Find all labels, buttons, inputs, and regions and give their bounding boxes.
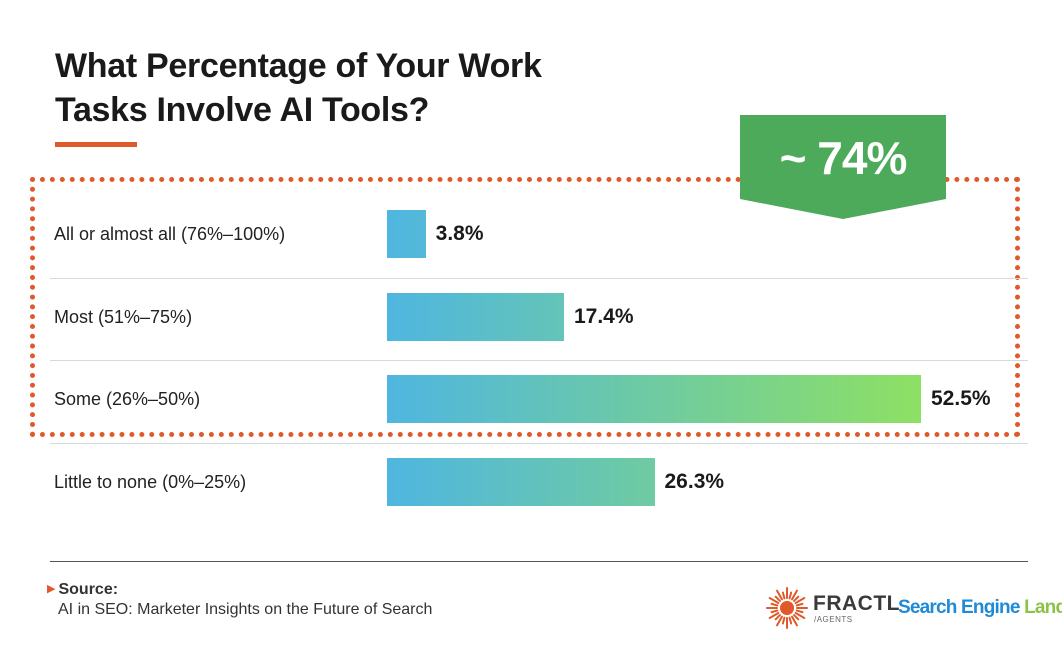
- callout-badge: ~ 74%: [740, 115, 946, 219]
- fractl-ray: [793, 595, 800, 602]
- bar-value-label: 26.3%: [664, 469, 725, 493]
- chart-title-line-2: Tasks Involve AI Tools?: [55, 91, 430, 129]
- source-triangle-icon: ▶: [47, 583, 56, 595]
- callout-value: ~ 74%: [779, 132, 908, 184]
- fractl-ray: [791, 615, 798, 627]
- fractl-ray: [794, 612, 806, 619]
- bar: [387, 457, 655, 506]
- source-text: AI in SEO: Marketer Insights on the Futu…: [58, 601, 433, 618]
- fractl-ray: [768, 612, 780, 619]
- fractl-logo-subtext: /AGENTS: [814, 615, 853, 624]
- bar-value-label: 3.8%: [435, 222, 484, 246]
- fractl-ray: [793, 614, 800, 621]
- fractl-ray: [776, 589, 783, 601]
- fractl-ray: [770, 602, 779, 607]
- sel-logo-part-1: Search Engine: [898, 597, 1020, 618]
- category-label: Some (26%–50%): [54, 389, 201, 410]
- fractl-logo-text: FRACTL: [813, 592, 900, 615]
- fractl-ray: [781, 591, 786, 600]
- bar: [387, 210, 426, 259]
- fractl-ray: [774, 614, 781, 621]
- category-label: Little to none (0%–25%): [54, 471, 247, 492]
- fractl-ray: [791, 589, 798, 601]
- fractl-logo: FRACTL /AGENTS: [765, 586, 899, 630]
- fractl-sunburst-icon: [766, 587, 808, 629]
- fractl-ray: [774, 595, 781, 602]
- footer-divider: [50, 561, 1028, 562]
- source-heading: ▶ Source:: [47, 581, 118, 599]
- search-engine-land-logo: Search Engine Land: [898, 597, 1062, 619]
- bar: [387, 292, 564, 341]
- callout-arrow-shape: [740, 115, 946, 219]
- fractl-ray: [768, 597, 780, 604]
- chart-title-line-1: What Percentage of Your Work: [55, 47, 542, 85]
- row-divider: [50, 442, 1028, 444]
- category-label: Most (51%–75%): [54, 306, 193, 327]
- fractl-ray: [770, 609, 779, 614]
- fractl-ray: [794, 597, 806, 604]
- fractl-ray: [795, 609, 804, 614]
- fractl-ray: [788, 616, 793, 625]
- sel-logo-part-2: Land: [1019, 597, 1062, 618]
- bar-value-label: 52.5%: [931, 387, 991, 411]
- bar-value-label: 17.4%: [573, 304, 634, 328]
- fractl-ray: [795, 602, 804, 607]
- source-heading-text: Source:: [58, 581, 119, 598]
- bar: [387, 375, 921, 424]
- chart-title: What Percentage of Your Work Tasks Invol…: [55, 44, 542, 132]
- row-divider: [50, 277, 1028, 279]
- category-label: All or almost all (76%–100%): [54, 224, 286, 245]
- row-divider: [50, 360, 1028, 361]
- fractl-ray: [788, 591, 793, 600]
- title-accent-bar: [55, 142, 137, 147]
- fractl-ray: [776, 615, 783, 627]
- fractl-ray: [781, 616, 786, 625]
